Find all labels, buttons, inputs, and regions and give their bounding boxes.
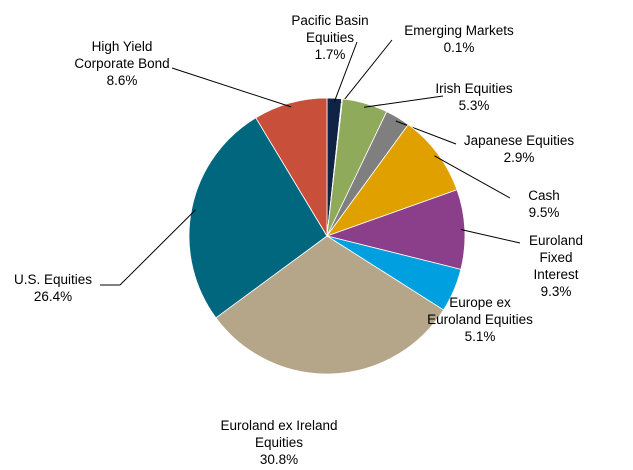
leader-line — [333, 41, 358, 103]
category-label: Japanese Equities — [463, 133, 575, 148]
leader-line — [434, 155, 511, 199]
slice-label: Emerging Markets 0.1% — [404, 22, 514, 56]
leader-line — [171, 67, 292, 108]
slice-label: Euroland ex Ireland Equities 30.8% — [220, 417, 337, 468]
slice-label: Cash 9.5% — [528, 187, 560, 221]
value-label: 30.8% — [259, 452, 299, 467]
value-label: 26.4% — [33, 289, 73, 304]
pie-slice — [188, 117, 328, 319]
slice-label: High Yield Corporate Bond 8.6% — [74, 38, 169, 89]
slice-label: Japanese Equities 2.9% — [464, 132, 574, 166]
pie-slice — [215, 235, 445, 375]
category-label: Pacific Basin Equities — [291, 13, 369, 45]
value-label: 0.1% — [443, 40, 475, 55]
category-label: Euroland Fixed Interest — [528, 233, 584, 282]
pie-slice — [325, 189, 466, 270]
slice-label: U.S. Equities 26.4% — [14, 271, 92, 305]
value-label: 1.7% — [314, 47, 346, 62]
leader-line — [100, 209, 196, 286]
slice-label: Irish Equities 5.3% — [435, 80, 512, 114]
leader-line — [341, 39, 393, 104]
category-label: Euroland ex Ireland Equities — [220, 418, 338, 450]
pie-slice — [255, 97, 328, 238]
leader-line — [364, 95, 444, 108]
slice-label: Europe ex Euroland Equities 5.1% — [427, 294, 533, 345]
category-label: Irish Equities — [435, 81, 513, 96]
pie-slice — [325, 123, 458, 237]
category-label: Cash — [528, 188, 560, 203]
leader-line — [395, 120, 457, 145]
value-label: 5.3% — [458, 98, 490, 113]
value-label: 9.5% — [528, 205, 560, 220]
value-label: 2.9% — [503, 150, 535, 165]
value-label: 5.1% — [464, 329, 496, 344]
category-label: Europe ex Euroland Equities — [427, 295, 533, 327]
leader-line — [460, 228, 521, 244]
category-label: Emerging Markets — [404, 23, 514, 38]
category-label: High Yield Corporate Bond — [74, 39, 170, 71]
slice-label: Pacific Basin Equities 1.7% — [291, 12, 368, 63]
category-label: U.S. Equities — [13, 272, 93, 287]
value-label: 9.3% — [540, 284, 572, 299]
slice-label: Euroland Fixed Interest 9.3% — [518, 232, 595, 300]
value-label: 8.6% — [106, 73, 138, 88]
